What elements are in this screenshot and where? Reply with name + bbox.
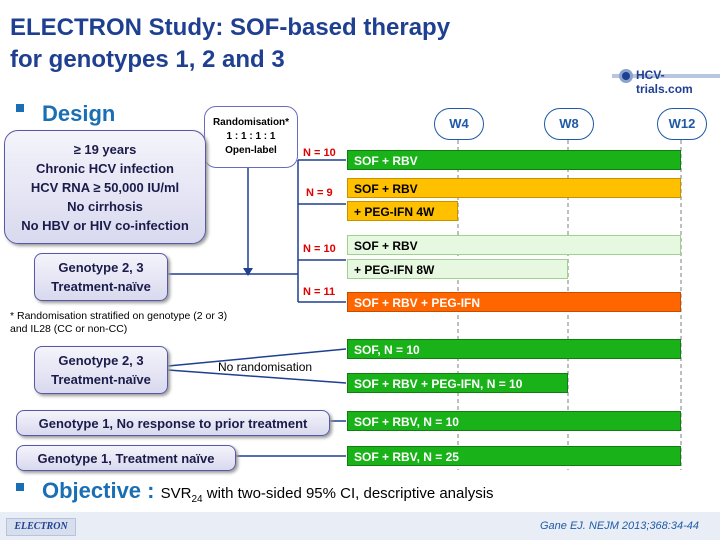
week-4-label: W4 [434,108,484,140]
arm-2-n: N = 9 [306,187,333,199]
arm-3-bar-peg-ifn: + PEG-IFN 8W [347,259,568,279]
arm-2-bar-sof-rbv: SOF + RBV [347,178,681,198]
inclusion-criteria-box: ≥ 19 years Chronic HCV infection HCV RNA… [4,130,206,244]
arm-4-n: N = 11 [303,286,336,298]
genotype-1-naive-box: Genotype 1, Treatment naïve [16,445,236,471]
logo-text: HCV-trials.com [636,68,693,96]
treatment-line: Treatment-naïve [51,372,151,387]
genotype-line: Genotype 2, 3 [58,353,144,368]
arm-2-bar-peg-ifn: + PEG-IFN 4W [347,201,458,221]
randomisation-ratio: 1 : 1 : 1 : 1 [226,131,276,142]
objective-label: Objective : [42,478,155,503]
objective-description: with two-sided 95% CI, descriptive analy… [202,485,494,502]
footer-bar [0,512,720,540]
genotype-1-nonresponder-box: Genotype 1, No response to prior treatme… [16,410,330,436]
randomisation-open-label: Open-label [225,145,277,156]
arm-1-bar: SOF + RBV [347,150,681,170]
randomisation-footnote: * Randomisation stratified on genotype (… [10,310,290,336]
page-title: ELECTRON Study: SOF-based therapy for ge… [10,12,530,76]
genotype-line: Genotype 2, 3 [58,260,144,275]
genotype-1-naive-bar: SOF + RBV, N = 25 [347,446,681,466]
week-12-label: W12 [657,108,707,140]
criteria-item: No cirrhosis [67,198,143,214]
nonrand-sof-bar: SOF, N = 10 [347,339,681,359]
footnote-line-2: and IL28 (CC or non-CC) [10,323,128,335]
treatment-line: Treatment-naïve [51,279,151,294]
genotype-2-3-nonrandomised-box: Genotype 2, 3 Treatment-naïve [34,346,168,394]
title-line-1: ELECTRON Study: SOF-based therapy [10,14,451,41]
objective-svr: SVR [160,485,192,502]
genotype-2-3-randomised-box: Genotype 2, 3 Treatment-naïve [34,253,168,301]
objective-svr-sub: 24 [191,494,203,505]
objective-line: Objective : SVR24 with two-sided 95% CI,… [42,478,494,505]
genotype-1-naive-label: Genotype 1, Treatment naïve [37,450,215,466]
arm-3-bar-sof-rbv: SOF + RBV [347,235,681,255]
footnote-line-1: * Randomisation stratified on genotype (… [10,310,228,322]
arm-4-bar: SOF + RBV + PEG-IFN [347,292,681,312]
footer-citation: Gane EJ. NEJM 2013;368:34-44 [540,520,699,532]
arm-3-n: N = 10 [303,243,336,255]
objective-bullet-icon [16,483,24,491]
design-heading: Design [42,101,116,126]
objective-text: SVR24 with two-sided 95% CI, descriptive… [160,485,494,505]
genotype-1-nonresponder-bar: SOF + RBV, N = 10 [347,411,681,431]
arm-1-n: N = 10 [303,147,336,159]
hcv-trials-logo [612,69,720,83]
nonrand-sof-rbv-peg-bar: SOF + RBV + PEG-IFN, N = 10 [347,373,568,393]
criteria-item: Chronic HCV infection [36,160,174,176]
randomisation-label: Randomisation* [212,117,290,128]
design-bullet-icon [16,104,24,112]
criteria-item: HCV RNA ≥ 50,000 IU/ml [30,179,180,195]
footer-study-name: ELECTRON [6,518,76,536]
title-line-2: for genotypes 1, 2 and 3 [10,46,285,73]
week-8-label: W8 [544,108,594,140]
criteria-item: ≥ 19 years [73,141,137,157]
criteria-item: No HBV or HIV co-infection [21,217,189,233]
no-randomisation-label: No randomisation [218,360,313,374]
genotype-1-nonresponder-label: Genotype 1, No response to prior treatme… [38,415,308,431]
randomisation-box: Randomisation* 1 : 1 : 1 : 1 Open-label [204,106,298,168]
